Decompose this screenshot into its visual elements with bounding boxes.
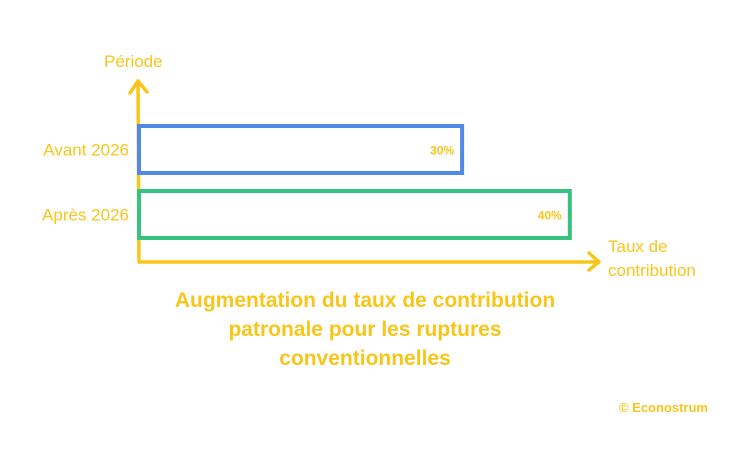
data-label: 40% bbox=[538, 209, 562, 223]
bar-1 bbox=[137, 124, 465, 175]
x-axis-arrow bbox=[587, 251, 601, 272]
chart-title: Augmentation du taux de contribution pat… bbox=[174, 289, 556, 370]
data-label: 30% bbox=[430, 144, 454, 158]
y-axis-arrow bbox=[128, 79, 149, 95]
bar-2 bbox=[137, 189, 572, 240]
x-axis-label: Taux de contribution bbox=[608, 237, 696, 280]
category-label: Avant 2026 bbox=[43, 141, 129, 160]
category-label: Après 2026 bbox=[42, 206, 129, 225]
y-axis-label: Période bbox=[104, 52, 163, 71]
credit: © Econostrum bbox=[618, 400, 708, 415]
